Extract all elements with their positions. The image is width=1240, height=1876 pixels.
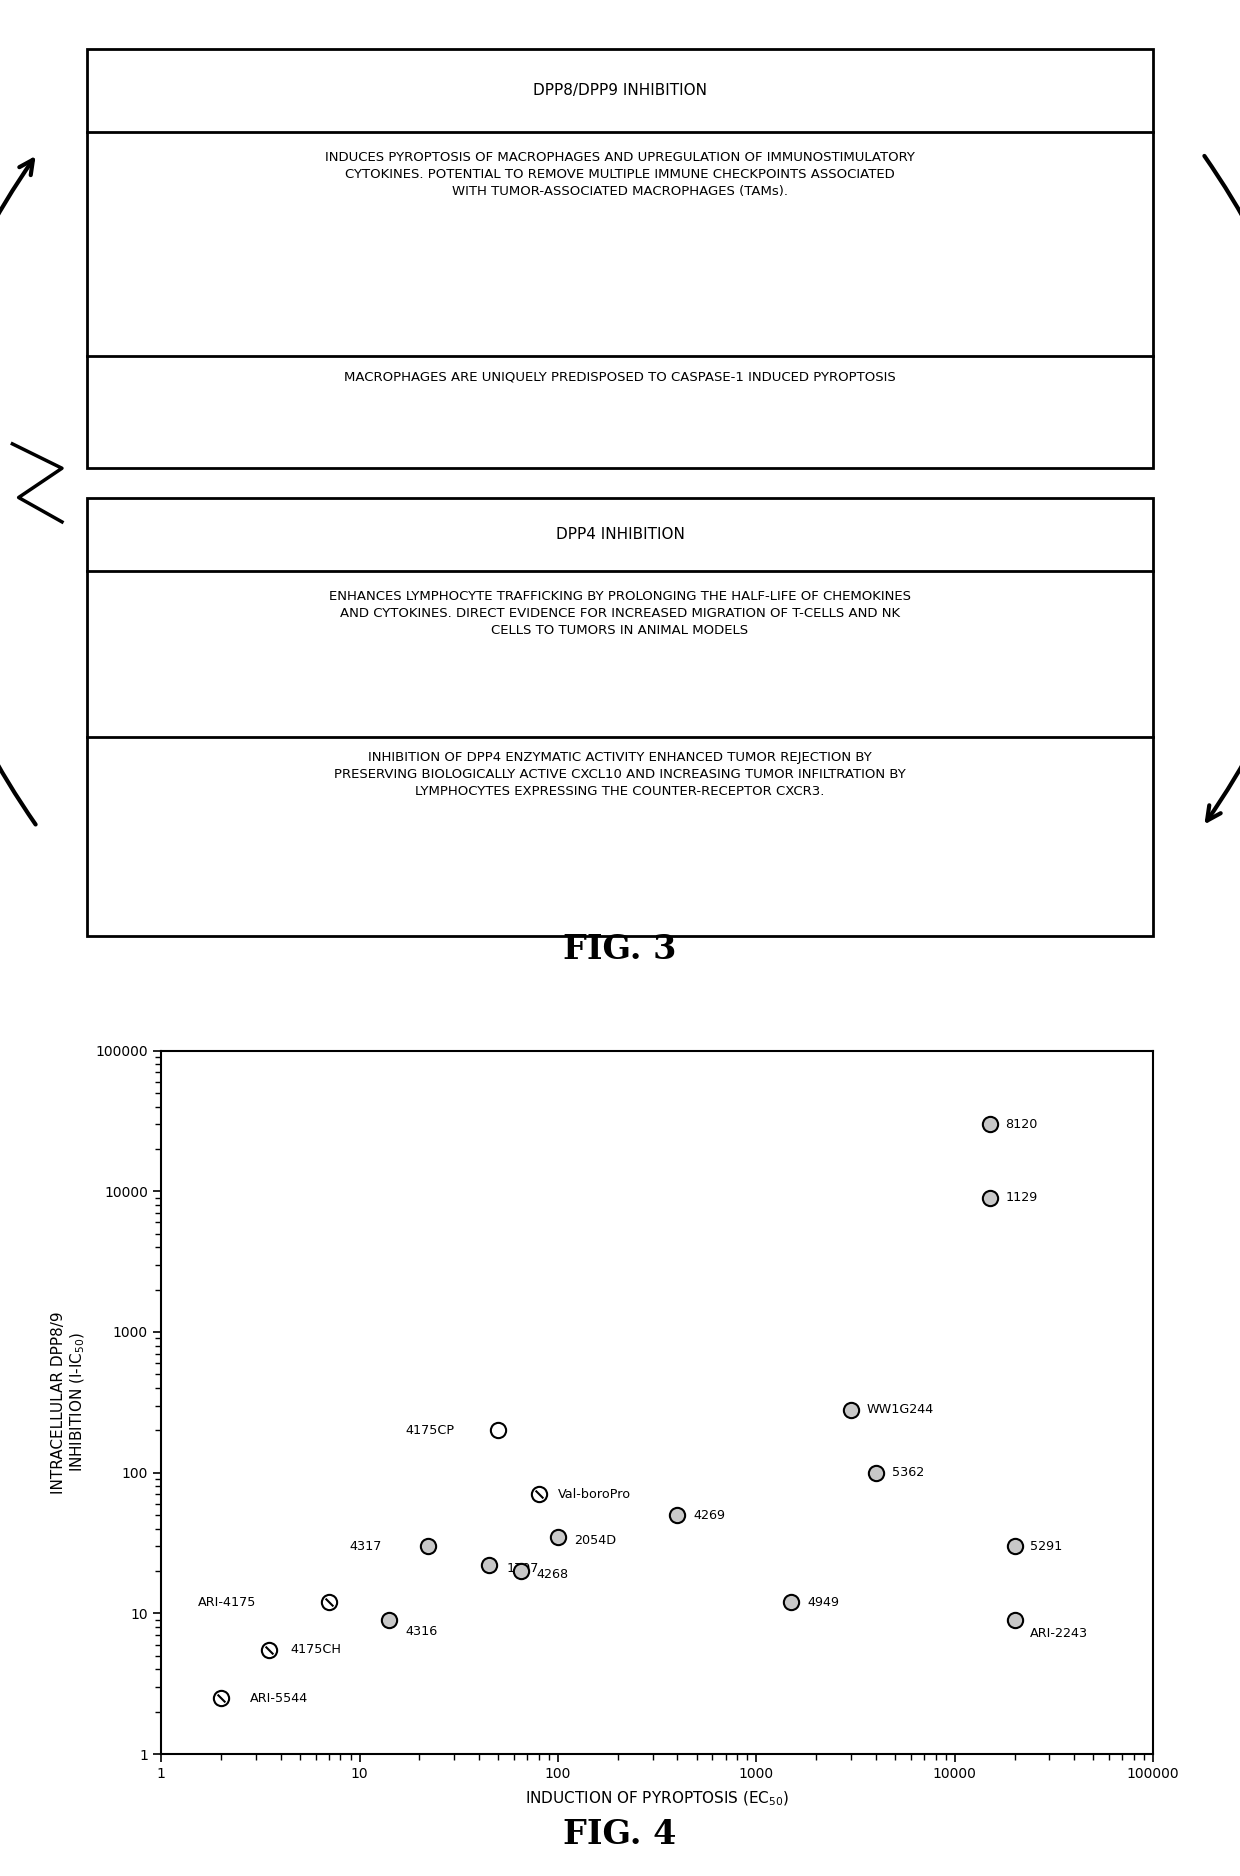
FancyArrowPatch shape [0,159,36,824]
Text: 4317: 4317 [350,1540,382,1553]
Text: INDUCES PYROPTOSIS OF MACROPHAGES AND UPREGULATION OF IMMUNOSTIMULATORY
CYTOKINE: INDUCES PYROPTOSIS OF MACROPHAGES AND UP… [325,152,915,199]
Text: ENHANCES LYMPHOCYTE TRAFFICKING BY PROLONGING THE HALF-LIFE OF CHEMOKINES
AND CY: ENHANCES LYMPHOCYTE TRAFFICKING BY PROLO… [329,591,911,638]
Text: 1129: 1129 [1006,1191,1038,1204]
Text: 4316: 4316 [405,1625,438,1638]
Text: 4269: 4269 [693,1508,725,1521]
Y-axis label: INTRACELLULAR DPP8/9
INHIBITION (I-IC$_{50}$): INTRACELLULAR DPP8/9 INHIBITION (I-IC$_{… [51,1311,87,1493]
Text: 2054D: 2054D [574,1535,616,1548]
Text: DPP4 INHIBITION: DPP4 INHIBITION [556,527,684,542]
Text: FIG. 4: FIG. 4 [563,1818,677,1852]
Text: ARI-5544: ARI-5544 [250,1692,309,1705]
Text: 4175CH: 4175CH [291,1643,342,1657]
X-axis label: INDUCTION OF PYROPTOSIS (EC$_{50}$): INDUCTION OF PYROPTOSIS (EC$_{50}$) [525,1790,790,1808]
Text: 1797: 1797 [506,1561,539,1574]
Text: 4268: 4268 [537,1568,569,1581]
Text: 4175CP: 4175CP [405,1424,454,1437]
Text: ARI-4175: ARI-4175 [197,1596,255,1610]
Text: ARI-2243: ARI-2243 [1030,1626,1089,1640]
FancyArrowPatch shape [1204,156,1240,820]
Text: WW1G244: WW1G244 [867,1403,934,1416]
Text: 8120: 8120 [1006,1118,1038,1131]
Text: 5291: 5291 [1030,1540,1063,1553]
Text: 5362: 5362 [892,1467,924,1478]
Text: Val-boroPro: Val-boroPro [558,1488,631,1501]
Text: DPP8/DPP9 INHIBITION: DPP8/DPP9 INHIBITION [533,83,707,98]
Text: 4949: 4949 [807,1596,839,1610]
Text: MACROPHAGES ARE UNIQUELY PREDISPOSED TO CASPASE-1 INDUCED PYROPTOSIS: MACROPHAGES ARE UNIQUELY PREDISPOSED TO … [345,371,895,385]
Text: INHIBITION OF DPP4 ENZYMATIC ACTIVITY ENHANCED TUMOR REJECTION BY
PRESERVING BIO: INHIBITION OF DPP4 ENZYMATIC ACTIVITY EN… [334,750,906,797]
Text: FIG. 3: FIG. 3 [563,932,677,966]
